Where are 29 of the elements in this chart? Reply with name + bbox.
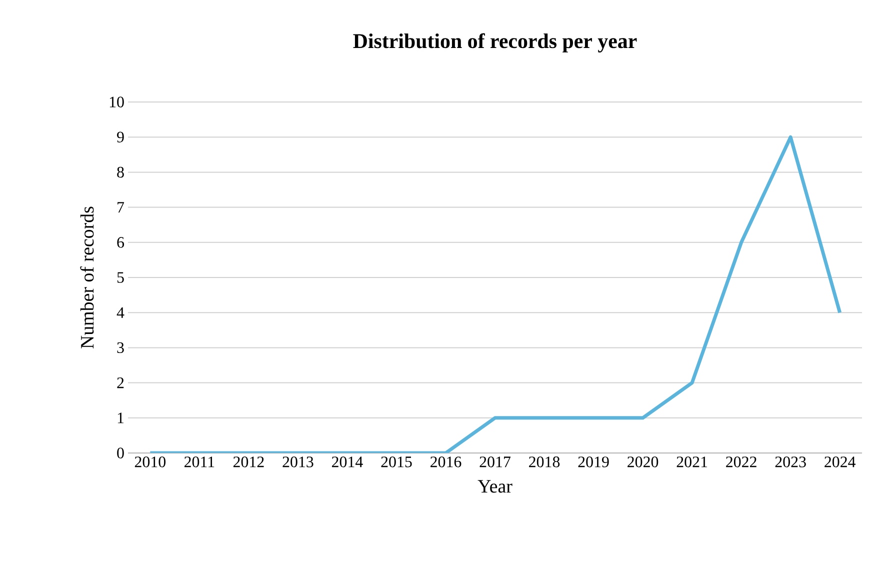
x-tick-label: 2011 [184,456,214,468]
y-tick-label: 7 [118,202,124,213]
y-tick-label: 6 [117,237,124,248]
x-tick-label: 2012 [233,456,264,468]
x-tick-label: 2018 [529,456,560,468]
x-tick-label: 2013 [282,456,314,468]
y-tick-label: 3 [117,342,124,354]
x-tick-label: 2024 [824,456,856,468]
x-tick-label: 2022 [726,456,756,468]
x-tick-label: 2014 [332,456,363,468]
y-tick-label: 10 [110,96,124,108]
x-tick-label: 2019 [578,456,609,468]
x-tick-label: 2010 [134,456,166,468]
y-axis-title: Number of records [80,206,94,348]
x-tick-label: 2023 [775,456,806,468]
y-tick-label: 2 [117,378,124,388]
x-tick-label: 2016 [430,456,462,468]
y-tick-label: 8 [117,166,124,178]
x-tick-label: 2020 [628,456,658,468]
y-tick-label: 4 [116,307,124,318]
y-tick-label: 5 [117,272,124,283]
x-tick-label: 2015 [381,456,412,468]
x-tick-label: 2021 [676,456,708,468]
x-axis-title: Year [478,480,512,493]
chart-title: Distribution of records per year [353,33,637,52]
x-tick-label: 2017 [480,456,510,468]
y-tick-label: 1 [118,412,124,424]
y-tick-label: 0 [117,448,124,458]
y-tick-label: 9 [117,132,124,142]
